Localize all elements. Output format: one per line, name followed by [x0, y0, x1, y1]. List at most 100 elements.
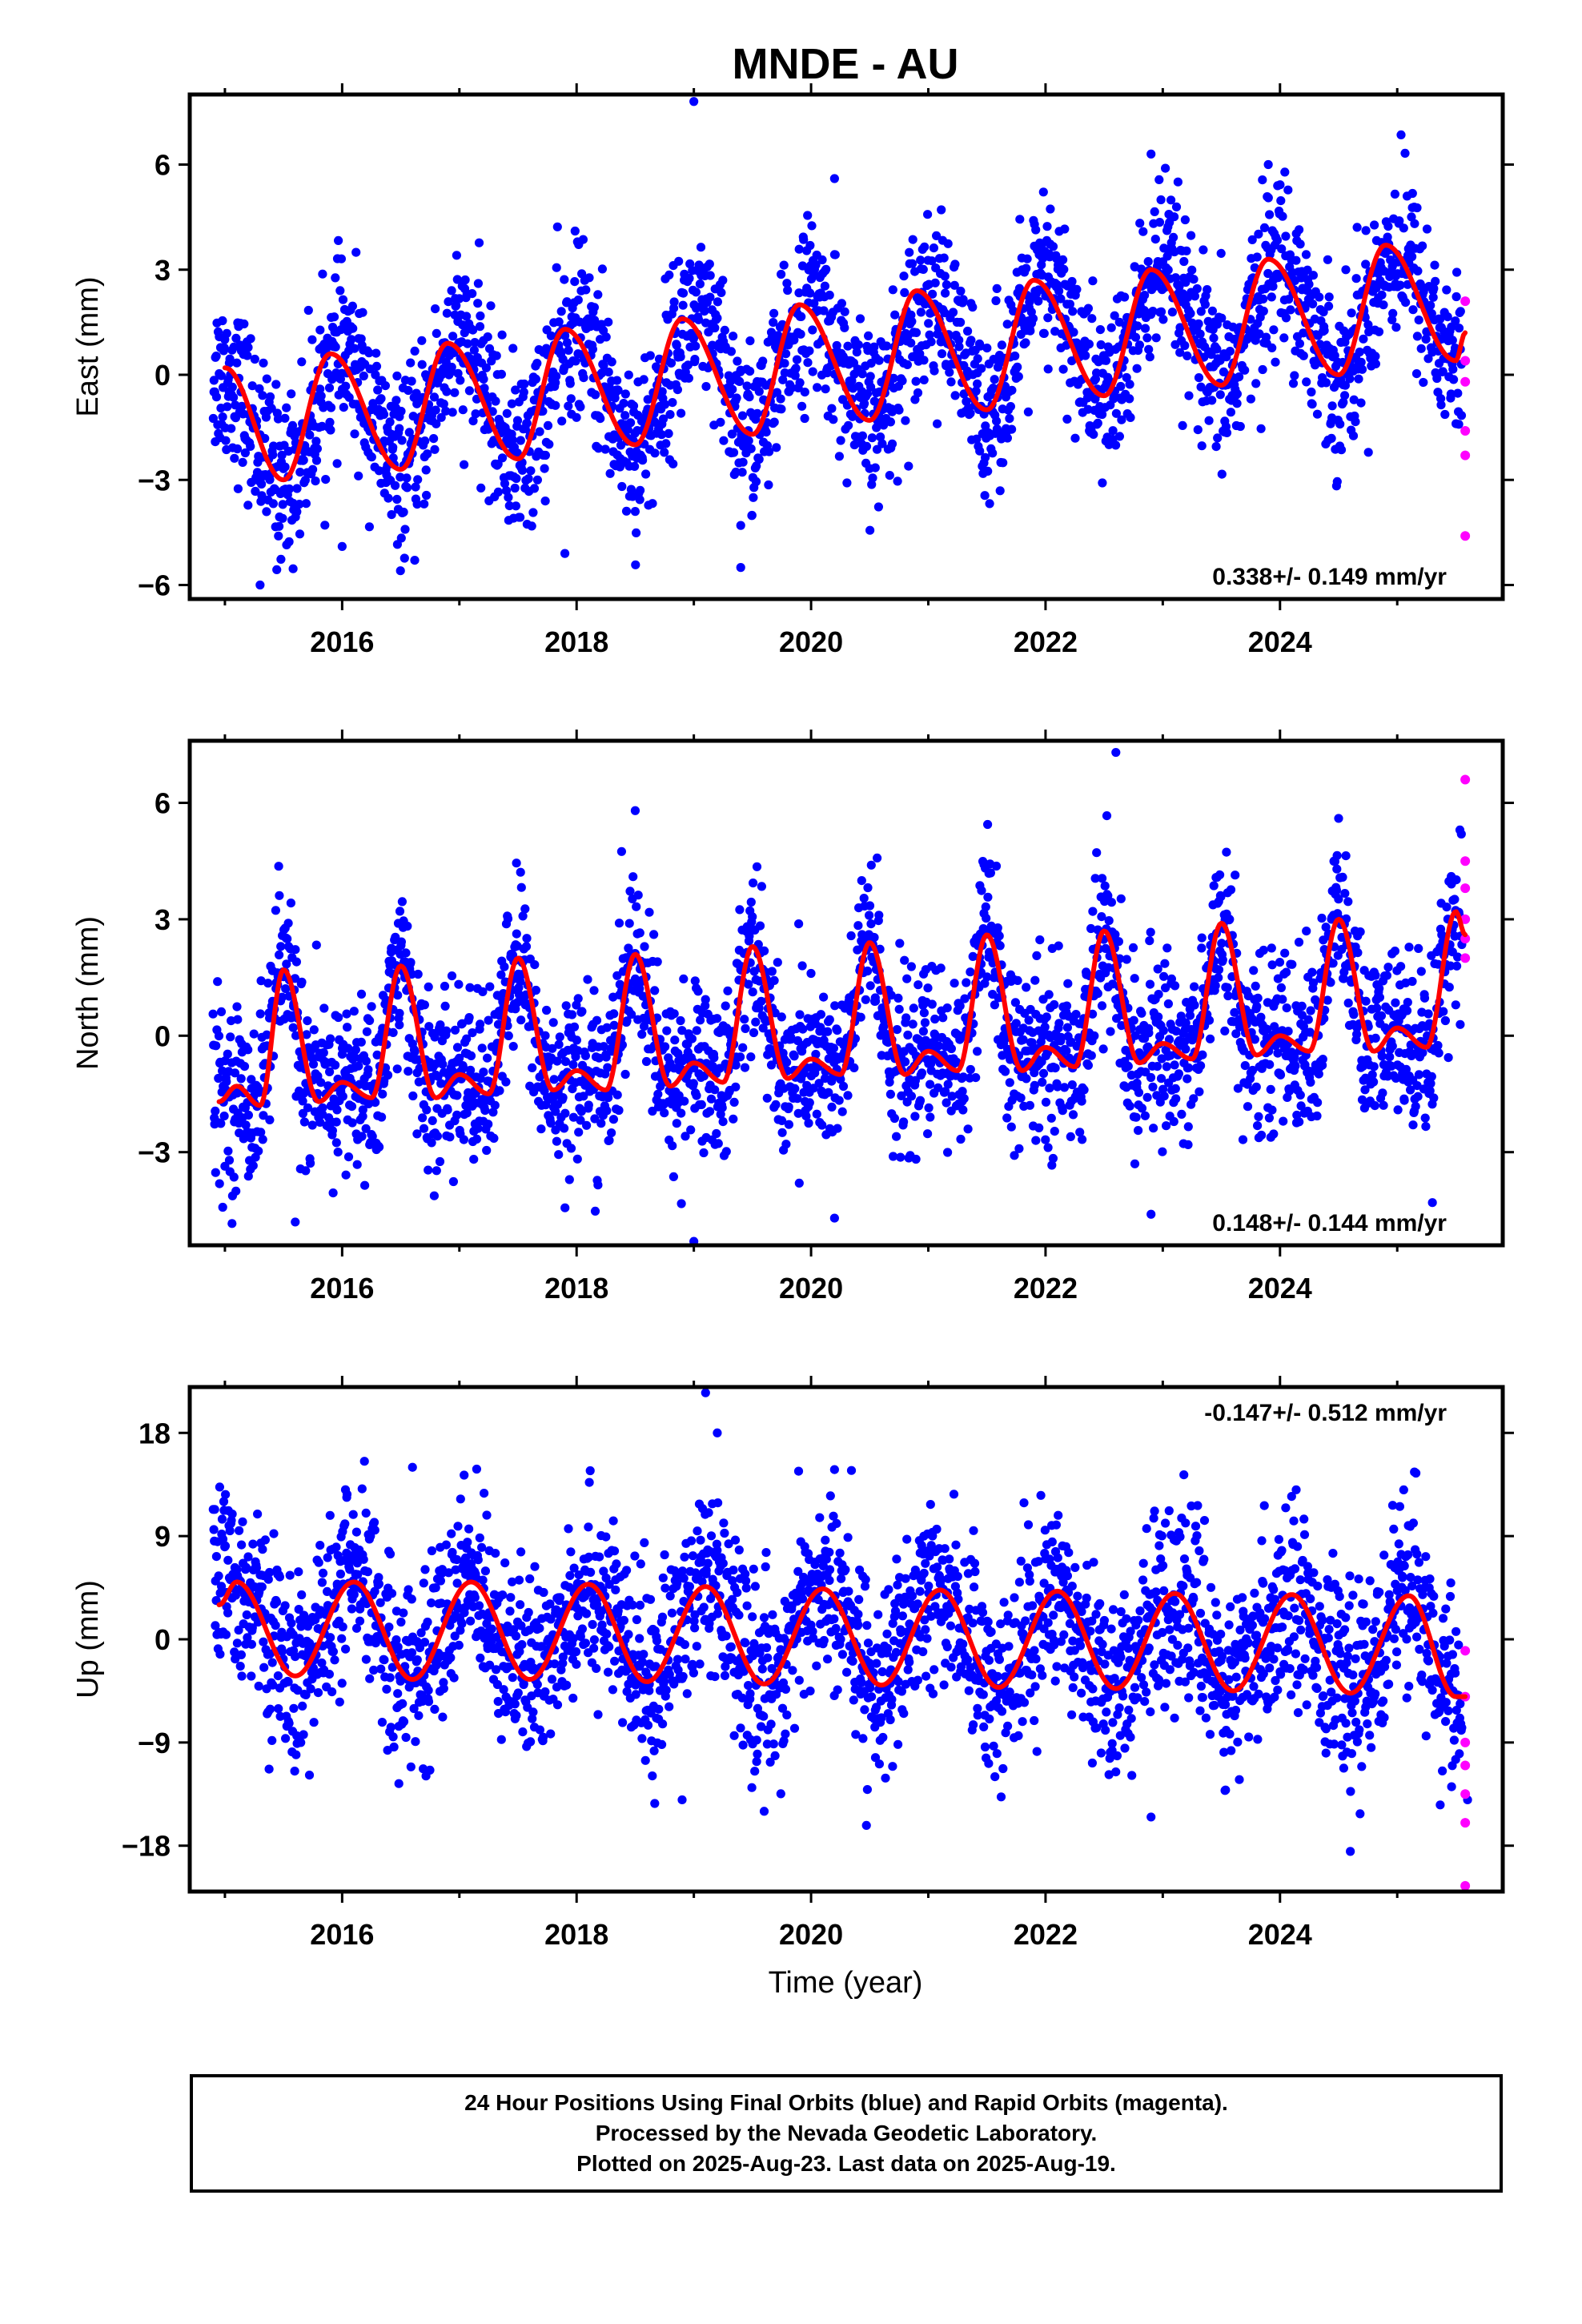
north-final-point	[697, 1100, 706, 1109]
north-final-point	[395, 1008, 404, 1018]
north-final-point	[286, 899, 295, 908]
north-final-point	[428, 1116, 437, 1125]
east-final-point	[376, 394, 386, 404]
north-final-point	[1162, 1062, 1171, 1072]
east-final-point	[421, 465, 431, 475]
north-final-point	[633, 891, 643, 900]
north-final-point	[814, 1079, 824, 1088]
north-final-point	[309, 1025, 319, 1035]
north-final-point	[1204, 1015, 1215, 1025]
north-final-point	[1045, 1084, 1054, 1093]
east-final-point	[1267, 292, 1276, 302]
east-final-point	[765, 447, 774, 456]
north-final-point	[265, 1115, 275, 1124]
north-final-point	[452, 1043, 463, 1052]
north-final-point	[863, 966, 873, 976]
east-final-point	[1015, 215, 1025, 224]
north-final-point	[403, 921, 412, 931]
north-final-point	[367, 1002, 376, 1011]
east-final-point	[782, 279, 792, 288]
north-final-point	[936, 963, 946, 973]
east-final-point	[581, 285, 591, 295]
north-final-point	[729, 1097, 739, 1107]
north-final-point	[968, 951, 978, 961]
east-final-point	[332, 459, 342, 468]
east-final-point	[1418, 241, 1427, 251]
north-final-point	[1278, 995, 1287, 1004]
north-final-point	[490, 1100, 500, 1110]
north-final-point	[723, 986, 733, 995]
east-final-point	[1341, 265, 1351, 275]
north-final-point	[311, 940, 321, 950]
north-final-point	[926, 1112, 935, 1122]
east-rapid-point	[1460, 426, 1471, 436]
east-final-point	[444, 297, 453, 307]
north-final-point	[958, 1105, 968, 1115]
east-final-point	[745, 336, 755, 346]
north-final-point	[1231, 1029, 1241, 1039]
north-final-point	[1154, 990, 1163, 999]
east-final-point	[1295, 339, 1304, 348]
north-final-point	[901, 1057, 910, 1067]
east-final-point	[305, 430, 315, 440]
east-final-point	[1281, 313, 1291, 323]
east-final-point	[853, 340, 863, 350]
east-final-point	[607, 357, 616, 367]
east-final-point	[422, 490, 432, 501]
east-final-point	[318, 269, 327, 279]
north-final-point	[216, 1119, 226, 1128]
north-final-point	[574, 1128, 584, 1137]
east-final-point	[510, 483, 520, 493]
north-final-point	[1128, 943, 1138, 952]
north-final-point	[230, 1068, 240, 1078]
east-final-point	[458, 405, 468, 415]
east-final-point	[272, 565, 282, 575]
north-final-point	[746, 897, 756, 907]
north-final-point	[275, 950, 284, 959]
east-final-point	[754, 387, 764, 396]
east-final-point	[396, 533, 406, 543]
east-final-point	[862, 389, 873, 399]
north-final-point	[824, 1088, 833, 1097]
north-final-point	[825, 1015, 834, 1024]
east-rapid-point	[1460, 531, 1471, 541]
east-model-fit-line	[222, 243, 1468, 483]
north-final-point	[781, 1140, 791, 1149]
north-final-point	[1067, 1080, 1077, 1090]
east-final-point	[939, 253, 949, 263]
north-final-point	[503, 914, 513, 923]
east-final-point	[231, 400, 240, 410]
north-final-point	[1166, 974, 1176, 983]
east-final-point	[848, 412, 857, 421]
north-final-point	[754, 1003, 764, 1013]
east-final-point	[344, 392, 354, 402]
north-final-point	[341, 1170, 351, 1180]
east-final-point	[1252, 252, 1262, 262]
east-final-point	[257, 491, 267, 501]
north-final-point	[1048, 1153, 1058, 1164]
north-final-point	[950, 979, 959, 988]
north-final-point	[668, 1141, 677, 1151]
east-final-point	[729, 448, 739, 457]
east-final-point	[1207, 396, 1217, 405]
east-final-point	[861, 441, 872, 452]
east-final-point	[988, 448, 998, 458]
north-final-point	[632, 902, 641, 911]
north-final-point	[1235, 1022, 1245, 1031]
north-final-point	[713, 1014, 722, 1023]
east-final-point	[403, 483, 412, 493]
east-final-outlier-point	[829, 174, 839, 183]
north-final-point	[1303, 1015, 1313, 1024]
east-final-point	[889, 373, 898, 383]
east-final-point	[948, 308, 958, 317]
north-final-point	[1222, 847, 1231, 857]
east-final-point	[1423, 354, 1433, 364]
north-final-point	[243, 1045, 253, 1055]
north-final-point	[560, 1124, 569, 1133]
north-final-point	[943, 1148, 953, 1157]
north-final-point	[971, 1073, 981, 1083]
north-final-point	[866, 860, 876, 870]
north-final-point	[1079, 1085, 1089, 1095]
north-final-point	[328, 1188, 338, 1198]
north-final-point	[516, 867, 525, 877]
